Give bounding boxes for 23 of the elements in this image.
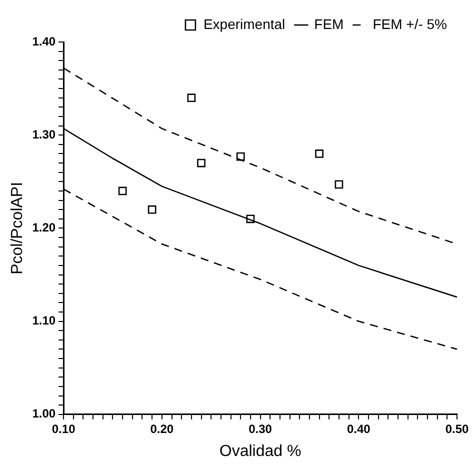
y-tick-label: 1.30 [32, 127, 56, 142]
legend-label: FEM [314, 16, 344, 32]
legend-label: Experimental [203, 16, 286, 32]
point [236, 152, 245, 161]
point [315, 150, 324, 158]
x-tick-label: 0.10 [52, 422, 76, 436]
y-tick-label: 1.20 [32, 220, 56, 235]
x-tick-label: 0.20 [150, 422, 174, 436]
y-tick-label: 1.00 [32, 406, 56, 421]
point [118, 186, 127, 196]
x-tick-label: 0.50 [445, 422, 469, 436]
y-tick-label: 1.10 [32, 314, 56, 328]
legend-label: FEM +/- 5% [372, 16, 448, 32]
x-tick-label: 0.30 [248, 422, 272, 436]
y-axis-title: Pcol/PcolAPI [9, 182, 26, 274]
point [148, 205, 156, 214]
point [334, 180, 344, 189]
x-axis-title: Ovalidad % [219, 442, 302, 460]
y-tick-label: 1.40 [32, 34, 56, 48]
point [187, 94, 196, 102]
x-tick-label: 0.40 [346, 422, 371, 436]
point [197, 158, 206, 168]
point [246, 214, 255, 224]
